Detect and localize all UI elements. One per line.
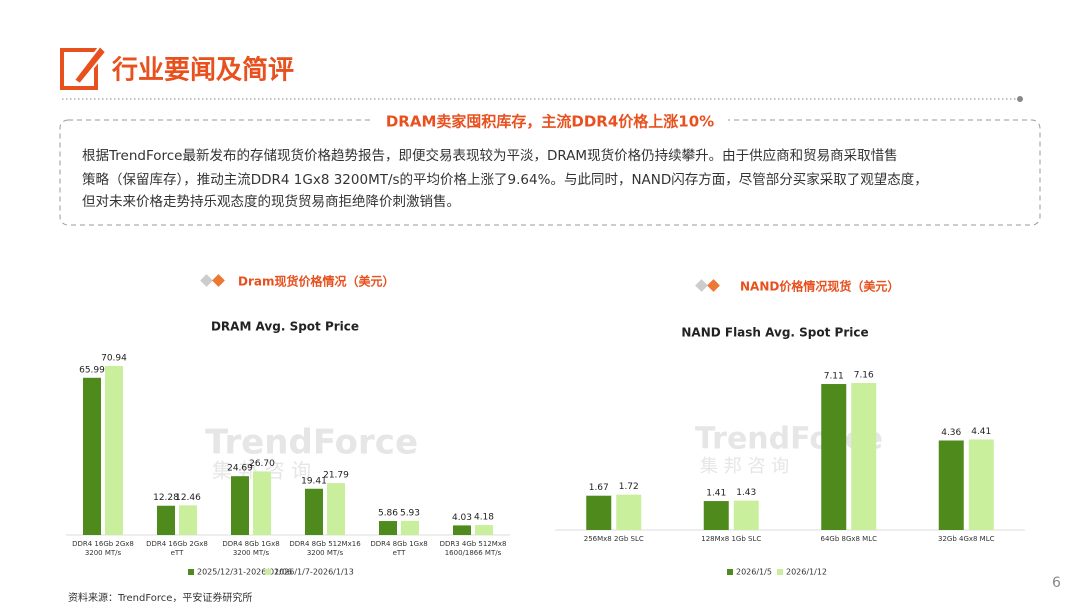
value-label: 7.16 <box>854 371 874 381</box>
x-tick-label: 32Gb 4Gx8 MLC <box>937 535 995 543</box>
bar <box>938 440 964 530</box>
bar <box>105 366 123 535</box>
page-number: 6 <box>1052 575 1061 591</box>
bar <box>379 521 397 535</box>
x-tick-label: DDR3 4Gb 512Mx8 1600/1866 MT/s <box>439 540 507 558</box>
legend-swatch <box>727 569 733 575</box>
value-label: 5.93 <box>400 508 420 518</box>
value-label: 1.43 <box>736 488 756 498</box>
bar <box>83 377 101 535</box>
x-tick-label: DDR4 8Gb 1Gx8 eTT <box>370 540 428 558</box>
header-icon <box>60 44 108 90</box>
value-label: 5.86 <box>378 509 398 519</box>
bar <box>327 483 345 535</box>
value-label: 26.70 <box>249 459 275 469</box>
value-label: 21.79 <box>323 471 349 481</box>
x-tick-label: 128Mx8 1Gb SLC <box>701 535 762 543</box>
legend-label: 2026/1/12 <box>786 568 827 577</box>
summary-heading: DRAM卖家囤积库存，主流DDR4价格上涨10% <box>386 113 714 131</box>
chart-title: DRAM Avg. Spot Price <box>211 320 359 334</box>
value-label: 4.36 <box>941 428 961 438</box>
legend-swatch <box>265 569 271 575</box>
x-tick-label: DDR4 16Gb 2Gx8 3200 MT/s <box>72 540 134 558</box>
bar <box>179 505 197 535</box>
bar <box>733 500 759 530</box>
summary-line: 但对未来价格走势持乐观态度的现货贸易商拒绝降价刺激销售。 <box>82 194 460 210</box>
x-tick-label: 256Mx8 2Gb SLC <box>583 535 644 543</box>
legend-label: 2026/1/7-2026/1/13 <box>274 568 354 577</box>
bar <box>253 471 271 535</box>
header-dot <box>1017 96 1023 102</box>
value-label: 12.28 <box>153 493 179 503</box>
bar <box>851 383 877 530</box>
source: 资料来源：TrendForce，平安证券研究所 <box>68 591 252 604</box>
watermark: 集 邦 咨 询 <box>700 456 789 477</box>
value-label: 65.99 <box>79 365 105 375</box>
section-label: NAND价格情况现货（美元） <box>740 279 899 294</box>
x-tick-label: DDR4 8Gb 1Gx8 3200 MT/s <box>222 540 280 558</box>
value-label: 4.41 <box>971 427 991 437</box>
legend-label: 2025/12/31-2026/01/06 <box>197 568 292 577</box>
bar <box>305 488 323 535</box>
summary-line: 策略（保留库存），推动主流DDR4 1Gx8 3200MT/s的平均价格上涨了9… <box>82 172 928 188</box>
bar <box>475 525 493 535</box>
bar <box>968 439 994 530</box>
value-label: 4.03 <box>452 513 472 523</box>
bar <box>157 505 175 535</box>
bar <box>821 384 847 530</box>
value-label: 1.67 <box>589 483 609 493</box>
section-icon <box>200 274 225 287</box>
value-label: 12.46 <box>175 493 201 503</box>
legend-label: 2026/1/5 <box>736 568 772 577</box>
value-label: 7.11 <box>824 372 844 382</box>
x-tick-label: DDR4 16Gb 2Gx8 eTT <box>146 540 208 558</box>
bar <box>703 501 729 530</box>
x-tick-label: 64Gb 8Gx8 MLC <box>820 535 878 543</box>
value-label: 1.72 <box>619 482 639 492</box>
section-label: Dram现货价格情况（美元） <box>238 274 394 289</box>
legend-swatch <box>188 569 194 575</box>
watermark: TrendForce <box>205 423 418 463</box>
bar <box>231 476 249 535</box>
legend-swatch <box>777 569 783 575</box>
value-label: 24.69 <box>227 464 253 474</box>
value-label: 4.18 <box>474 513 494 523</box>
header-title: 行业要闻及简评 <box>111 55 294 86</box>
value-label: 1.41 <box>706 489 726 499</box>
heading-bg <box>372 112 728 132</box>
bar <box>586 495 612 530</box>
section-icon <box>695 279 720 292</box>
value-label: 19.41 <box>301 476 327 486</box>
value-label: 70.94 <box>101 354 127 364</box>
chart-title: NAND Flash Avg. Spot Price <box>681 326 868 340</box>
summary-line: 根据TrendForce最新发布的存储现货价格趋势报告，即便交易表现较为平淡，D… <box>82 148 898 164</box>
bar <box>453 525 471 535</box>
bar <box>616 494 642 530</box>
bar <box>401 520 419 535</box>
x-tick-label: DDR4 8Gb 512Mx16 3200 MT/s <box>289 540 361 558</box>
